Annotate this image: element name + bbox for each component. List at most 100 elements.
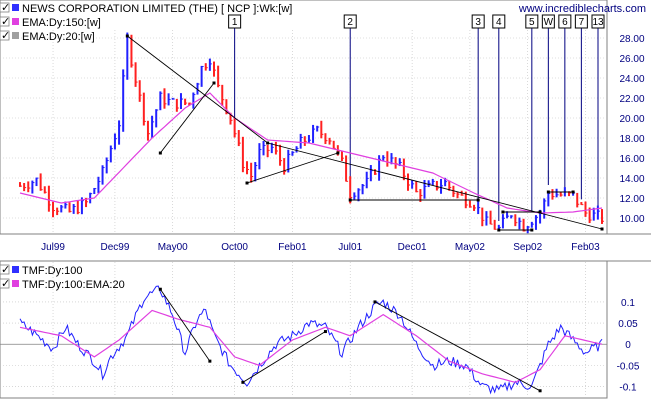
marker-label: 5 <box>529 17 535 28</box>
price-trendline <box>246 152 338 184</box>
legend-swatch <box>12 266 19 273</box>
legend-checkbox[interactable] <box>0 264 10 275</box>
legend-checkbox[interactable] <box>0 278 10 289</box>
trendline-anchor <box>208 359 212 363</box>
marker-label: 7 <box>579 17 585 28</box>
price-y-tick-label: 12.00 <box>619 194 644 205</box>
marker-box <box>228 14 242 29</box>
check-icon: ✓ <box>1 278 10 290</box>
marker-box <box>541 14 555 29</box>
marker-label: 13 <box>592 17 604 28</box>
tmf-trendlines <box>158 287 542 393</box>
x-tick-label: Jul99 <box>41 242 65 253</box>
legend-swatch <box>12 4 19 11</box>
price-trendlines <box>125 34 604 232</box>
x-tick-label: May02 <box>455 242 485 253</box>
trendline-anchor <box>600 227 604 231</box>
price-y-tick-label: 18.00 <box>619 134 644 145</box>
price-y-tick-label: 16.00 <box>619 154 644 165</box>
tmf-y-tick-label: 0 <box>625 340 631 351</box>
trendline-anchor <box>336 151 340 155</box>
x-axis: Jul99 Dec99 May00 Oct00 Feb01 Jul01 Dec01 May02… <box>41 242 600 253</box>
tmf-y-axis: 0.1 0.05 0 -0.05 -0.1 <box>617 298 640 394</box>
legend-label: EMA:Dy:20:[w] <box>22 31 95 43</box>
trendline-anchor <box>501 210 505 214</box>
check-icon: ✓ <box>1 2 10 14</box>
legend-checkbox[interactable] <box>0 30 10 41</box>
legend-price: ✓ NEWS CORPORATION LIMITED (THE) [ NCP ]:… <box>0 2 292 43</box>
tmf-grid <box>0 301 607 387</box>
trendline-anchor <box>323 330 327 334</box>
trendline-anchor <box>538 210 542 214</box>
legend-label: TMF:Dy:100:EMA:20 <box>22 279 125 291</box>
brand-link[interactable]: www.incrediblecharts.com <box>518 3 646 15</box>
marker-label: 2 <box>347 17 353 28</box>
check-icon: ✓ <box>1 264 10 276</box>
legend-label: NEWS CORPORATION LIMITED (THE) [ NCP ]:W… <box>22 3 292 15</box>
trendline-anchor <box>538 389 542 393</box>
marker-box <box>471 14 485 29</box>
trendline-anchor <box>530 228 534 232</box>
price-trendline <box>159 82 215 154</box>
price-y-tick-label: 24.00 <box>619 74 644 85</box>
marker-box <box>343 14 357 29</box>
price-y-tick-label: 22.00 <box>619 94 644 105</box>
legend-checkbox[interactable] <box>0 2 10 13</box>
trendline-anchor <box>571 190 575 194</box>
price-y-tick-label: 28.00 <box>619 34 644 45</box>
series-tmf-ema <box>19 309 603 383</box>
x-tick-label: Oct00 <box>221 242 248 253</box>
legend-swatch <box>12 18 19 25</box>
marker-label: 4 <box>496 17 502 28</box>
tmf-trendline <box>242 331 326 383</box>
marker-box <box>591 14 605 29</box>
price-y-axis: 10.00 12.00 14.00 16.00 18.00 20.00 22.00 24.00… <box>619 34 644 225</box>
price-y-tick-label: 10.00 <box>619 214 644 225</box>
price-grid <box>0 30 607 398</box>
x-tick-label: Feb01 <box>278 242 307 253</box>
x-tick-label: Sep02 <box>513 242 542 253</box>
x-tick-label: Dec01 <box>398 242 427 253</box>
trendline-anchor <box>476 198 480 202</box>
trendline-anchor <box>546 190 550 194</box>
marker-label: 3 <box>475 17 481 28</box>
tmf-y-tick-label: -0.1 <box>619 383 637 394</box>
trendline-anchor <box>373 300 377 304</box>
x-tick-label: Jul01 <box>338 242 362 253</box>
marker-label: 6 <box>562 17 568 28</box>
marker-box <box>525 14 539 29</box>
event-markers: 1 2 3 4 5 W 6 7 13 <box>228 14 605 221</box>
marker-box <box>492 14 506 29</box>
trendline-anchor <box>158 287 162 291</box>
marker-box <box>558 14 572 29</box>
trendline-anchor <box>241 380 245 384</box>
tmf-trendline <box>159 288 211 362</box>
legend-label: TMF:Dy:100 <box>22 265 83 277</box>
marker-box <box>574 14 588 29</box>
x-tick-label: Dec99 <box>100 242 129 253</box>
price-y-tick-label: 20.00 <box>619 114 644 125</box>
check-icon: ✓ <box>1 16 10 28</box>
check-icon: ✓ <box>1 30 10 42</box>
trendline-anchor <box>348 198 352 202</box>
legend-swatch <box>12 280 19 287</box>
series-ema150 <box>19 92 603 214</box>
trendline-anchor <box>245 181 249 185</box>
x-tick-label: May00 <box>158 242 188 253</box>
legend-checkbox[interactable] <box>0 16 10 27</box>
trendline-anchor <box>212 81 216 85</box>
x-tick-label: Feb03 <box>571 242 600 253</box>
legend-swatch <box>12 32 19 39</box>
price-y-tick-label: 14.00 <box>619 174 644 185</box>
series-tmf <box>19 285 603 395</box>
marker-label: 1 <box>232 17 238 28</box>
trendline-anchor <box>266 141 270 145</box>
trendline-anchor <box>497 228 501 232</box>
trendline-anchor <box>125 34 129 38</box>
tmf-y-tick-label: -0.05 <box>617 361 640 372</box>
tmf-y-tick-label: 0.05 <box>618 319 638 330</box>
trendline-anchor <box>158 151 162 155</box>
tmf-y-tick-label: 0.1 <box>621 298 635 309</box>
tmf-trendline <box>374 301 541 392</box>
